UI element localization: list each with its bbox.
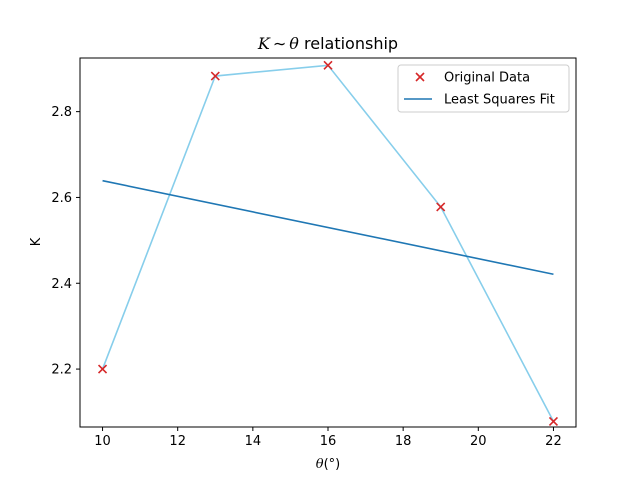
data-point-marker (323, 60, 333, 70)
x-tick-label: 22 (545, 434, 562, 449)
y-tick-label: 2.4 (51, 277, 72, 292)
legend-label: Original Data (444, 71, 530, 86)
chart-title: K ∼ θ relationship (257, 34, 398, 53)
x-tick-label: 10 (94, 434, 111, 449)
legend-label: Least Squares Fit (444, 93, 555, 108)
data-point-marker (97, 364, 108, 374)
series-layer (97, 60, 559, 426)
legend: Original Data Least Squares Fit (397, 64, 570, 113)
x-tick-label: 14 (245, 434, 262, 449)
series-scatter-original-data (97, 60, 559, 426)
x-axis-label: θ(°) (316, 457, 340, 472)
x-tick-label: 20 (470, 434, 487, 449)
data-point-marker (436, 202, 446, 212)
y-axis-label: K (29, 237, 44, 246)
data-point-marker (210, 71, 220, 81)
x-tick-label: 12 (169, 434, 186, 449)
series-line-least-squares-fit (102, 179, 554, 276)
data-point-marker (548, 416, 559, 426)
y-tick-label: 2.6 (51, 191, 72, 206)
plot-area (79, 57, 577, 428)
legend-entry: Least Squares Fit (404, 93, 555, 108)
plot-frame (79, 57, 577, 428)
x-tick-label: 18 (395, 434, 412, 449)
y-tick-label: 2.2 (51, 363, 72, 378)
legend-box (397, 64, 570, 113)
legend-entry: Original Data (415, 71, 530, 86)
x-axis: 10 12 14 16 18 20 22 (94, 427, 562, 449)
x-tick-label: 16 (320, 434, 337, 449)
y-axis: 2.2 2.4 2.6 2.8 (51, 105, 80, 378)
y-tick-label: 2.8 (51, 105, 72, 120)
